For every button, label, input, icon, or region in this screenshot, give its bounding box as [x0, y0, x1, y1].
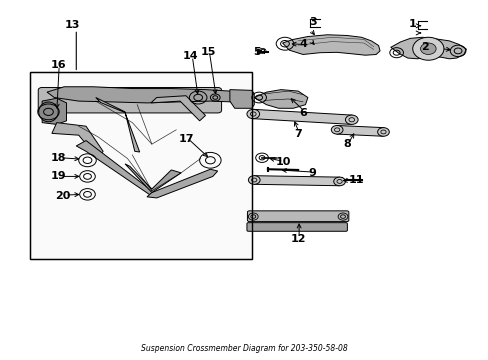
FancyBboxPatch shape — [246, 223, 346, 231]
Polygon shape — [76, 140, 157, 196]
Circle shape — [333, 177, 345, 186]
Text: 20: 20 — [55, 191, 71, 201]
Text: 4: 4 — [299, 40, 306, 49]
Text: 1: 1 — [408, 19, 416, 29]
Polygon shape — [282, 35, 379, 55]
FancyBboxPatch shape — [247, 211, 348, 222]
Text: 11: 11 — [348, 175, 364, 185]
Circle shape — [377, 128, 388, 136]
Text: 7: 7 — [294, 129, 302, 139]
Text: 18: 18 — [50, 153, 66, 163]
Polygon shape — [252, 109, 351, 125]
Text: 6: 6 — [299, 108, 306, 118]
Polygon shape — [229, 90, 254, 108]
Bar — [30, 72, 251, 259]
Bar — [30, 72, 251, 259]
Text: 2: 2 — [420, 42, 428, 52]
Circle shape — [345, 115, 357, 125]
Polygon shape — [254, 90, 307, 108]
Text: 5: 5 — [252, 46, 260, 57]
Text: 3: 3 — [308, 17, 316, 27]
Polygon shape — [336, 126, 383, 136]
Polygon shape — [42, 98, 66, 125]
Text: 10: 10 — [275, 157, 290, 167]
Polygon shape — [96, 98, 140, 152]
Text: 9: 9 — [308, 168, 316, 178]
Text: Suspension Crossmember Diagram for 203-350-58-08: Suspension Crossmember Diagram for 203-3… — [141, 344, 347, 353]
Circle shape — [412, 37, 443, 60]
Polygon shape — [125, 164, 181, 193]
Polygon shape — [47, 87, 244, 103]
Text: 19: 19 — [50, 171, 66, 181]
Polygon shape — [390, 37, 466, 59]
Polygon shape — [52, 123, 103, 158]
Text: 15: 15 — [200, 46, 215, 57]
Text: 16: 16 — [50, 60, 66, 70]
Text: 8: 8 — [342, 139, 350, 149]
Polygon shape — [254, 176, 339, 186]
Polygon shape — [147, 169, 217, 198]
Circle shape — [330, 126, 342, 134]
Circle shape — [246, 109, 259, 119]
Text: 17: 17 — [178, 134, 193, 144]
Text: 13: 13 — [65, 20, 81, 30]
Circle shape — [248, 176, 260, 184]
Polygon shape — [151, 96, 205, 121]
FancyBboxPatch shape — [38, 87, 221, 113]
Circle shape — [420, 43, 435, 54]
Ellipse shape — [39, 102, 58, 122]
Text: 12: 12 — [290, 234, 305, 244]
Text: 14: 14 — [183, 51, 198, 61]
